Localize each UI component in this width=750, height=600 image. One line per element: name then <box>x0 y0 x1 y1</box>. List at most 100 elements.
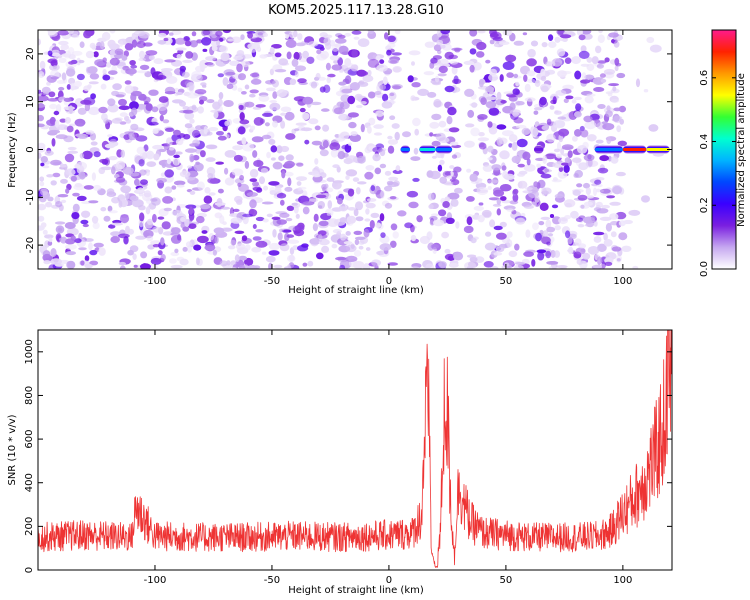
heatmap-cell <box>345 244 357 253</box>
heatmap-cell <box>612 86 617 92</box>
heatmap-cell <box>371 259 382 267</box>
heatmap-cell <box>206 99 215 104</box>
heatmap-cell <box>304 139 310 145</box>
colorbar-ticks: 0.0 0.2 0.4 0.6 <box>699 70 736 277</box>
heatmap-cell <box>354 239 360 246</box>
heatmap-cell <box>313 213 319 222</box>
heatmap-cell <box>369 220 375 229</box>
heatmap-cell <box>563 98 569 104</box>
heatmap-cell <box>174 151 183 155</box>
heatmap-cell <box>102 69 107 75</box>
heatmap-cell <box>545 250 552 259</box>
heatmap-cell <box>578 50 590 60</box>
heatmap-cell <box>354 201 364 211</box>
heatmap-cell <box>220 206 231 210</box>
heatmap-cell <box>85 50 95 59</box>
heatmap-cell <box>176 256 185 262</box>
heatmap-cell <box>297 33 303 41</box>
heatmap-cell <box>556 48 566 57</box>
heatmap-cell <box>279 228 284 233</box>
heatmap-cell <box>276 219 288 225</box>
heatmap-cell <box>439 176 448 184</box>
heatmap-cell <box>229 60 240 66</box>
heatmap-cell <box>586 56 593 63</box>
y-tick-label: 0 <box>25 146 36 152</box>
heatmap-cell <box>281 229 292 233</box>
heatmap-cell <box>392 85 402 90</box>
heatmap-cell <box>156 177 168 184</box>
heatmap-cell <box>131 39 138 48</box>
heatmap-cell <box>48 237 53 243</box>
heatmap-cell <box>255 229 264 233</box>
heatmap-cell <box>578 162 589 171</box>
heatmap-cell <box>175 91 183 96</box>
heatmap-cell <box>608 83 619 87</box>
heatmap-cell <box>236 199 243 205</box>
heatmap-cell <box>307 41 319 47</box>
heatmap-cell <box>54 221 66 225</box>
heatmap-cell <box>601 121 608 125</box>
x-tick-label: 50 <box>500 276 513 287</box>
heatmap-cell <box>173 154 180 159</box>
heatmap-cell <box>237 182 242 187</box>
heatmap-cell <box>289 78 297 86</box>
heatmap-cell <box>280 199 285 206</box>
heatmap-cell <box>372 153 381 162</box>
heatmap-cell <box>469 256 478 263</box>
heatmap-cell <box>280 145 290 153</box>
heatmap-cell <box>139 64 150 70</box>
heatmap-cell <box>176 54 182 59</box>
heatmap-cell <box>217 188 224 194</box>
heatmap-cell <box>464 261 477 269</box>
heatmap-cell <box>73 184 86 191</box>
heatmap-cell <box>355 187 361 195</box>
heatmap-cell <box>166 75 178 84</box>
heatmap-cell <box>285 39 297 48</box>
heatmap-cell <box>496 137 503 146</box>
heatmap-cell <box>284 186 293 192</box>
heatmap-cell <box>478 132 485 137</box>
heatmap-cell <box>259 54 268 59</box>
heatmap-cell <box>493 187 502 194</box>
heatmap-cell <box>43 260 51 265</box>
heatmap-cell <box>120 149 126 158</box>
heatmap-cell <box>376 64 388 72</box>
heatmap-cell <box>255 240 268 248</box>
heatmap-cell <box>499 184 512 192</box>
heatmap-cell <box>182 106 190 110</box>
heatmap-cell <box>146 161 157 168</box>
heatmap-cell <box>344 58 352 67</box>
heatmap-cell <box>153 153 160 161</box>
heatmap-cell <box>38 215 45 222</box>
heatmap-cell <box>38 38 41 46</box>
heatmap-cell <box>604 57 610 63</box>
heatmap-cell <box>575 217 584 222</box>
heatmap-cell <box>319 46 325 51</box>
heatmap-cell <box>345 169 358 177</box>
heatmap-cell <box>190 155 195 162</box>
heatmap-cell <box>205 56 217 61</box>
heatmap-cell <box>387 43 396 48</box>
heatmap-cell <box>199 99 204 105</box>
heatmap-cell <box>339 206 348 212</box>
heatmap-cell <box>42 253 52 262</box>
heatmap-cell <box>237 87 243 93</box>
heatmap-cell <box>128 132 135 140</box>
heatmap-cell <box>565 230 571 239</box>
heatmap-cell <box>487 157 493 161</box>
heatmap-cell <box>249 168 259 178</box>
heatmap-cell <box>325 62 331 71</box>
heatmap-cell <box>97 37 107 43</box>
heatmap-cell <box>274 52 282 58</box>
heatmap-cell <box>260 167 269 174</box>
heatmap-cell <box>138 57 146 62</box>
heatmap-cell <box>191 104 197 111</box>
heatmap-cell <box>47 240 53 246</box>
heatmap-cell <box>233 55 244 61</box>
heatmap-cell <box>48 129 61 134</box>
heatmap-cell <box>608 32 619 38</box>
heatmap-cell <box>545 219 552 229</box>
colorbar-label: Normalized spectral amplitude <box>736 73 747 227</box>
heatmap-cell <box>51 138 56 147</box>
heatmap-cell <box>72 203 80 212</box>
